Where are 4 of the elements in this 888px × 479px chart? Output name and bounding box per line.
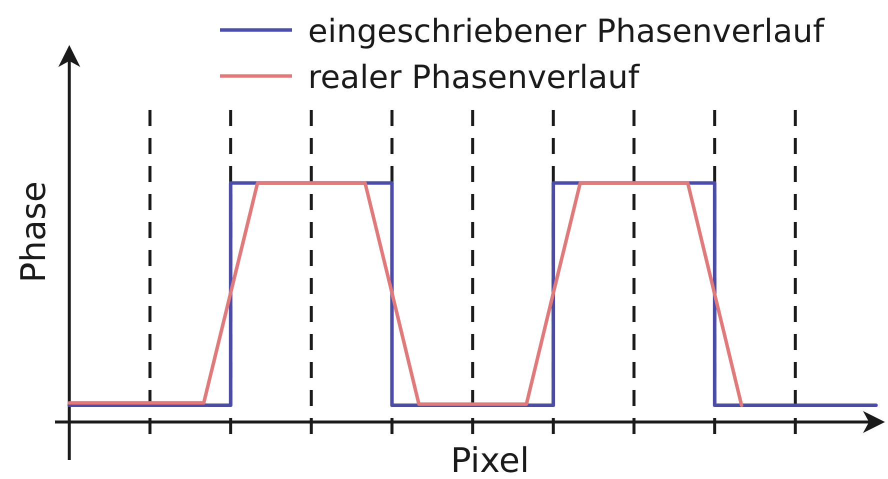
x-axis-title: Pixel: [450, 441, 530, 479]
legend-label: realer Phasenverlauf: [308, 58, 640, 96]
y-axis-title: Phase: [14, 181, 54, 283]
legend-label: eingeschriebener Phasenverlauf: [308, 12, 825, 50]
